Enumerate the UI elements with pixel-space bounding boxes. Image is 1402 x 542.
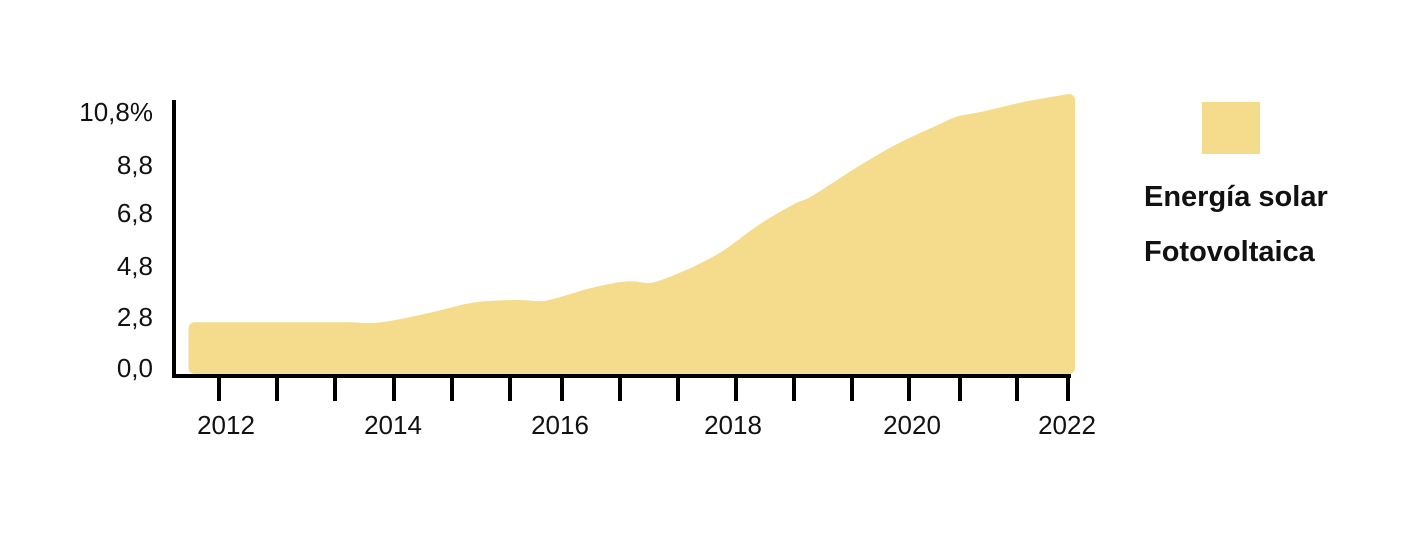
y-tick-label: 8,8 (117, 150, 153, 180)
y-tick-label: 4,8 (117, 251, 153, 281)
series-area (188, 94, 1075, 374)
area-layer (188, 94, 1075, 374)
y-tick-label: 2,8 (117, 302, 153, 332)
x-tick-label: 2020 (883, 410, 941, 440)
legend-swatch (1202, 102, 1260, 154)
x-tick-label: 2022 (1038, 410, 1096, 440)
legend-label: Energía solar Fotovoltaica (1144, 181, 1328, 268)
y-tick-label: 10,8% (79, 97, 153, 127)
x-tick-label: 2018 (704, 410, 762, 440)
x-tick-label: 2016 (531, 410, 589, 440)
x-tick-label: 2012 (197, 410, 255, 440)
y-tick-label: 0,0 (117, 353, 153, 383)
x-tick-label: 2014 (364, 410, 422, 440)
legend: Energía solar Fotovoltaica (1144, 102, 1402, 280)
x-tick-marks (217, 376, 1070, 401)
y-tick-label: 6,8 (117, 198, 153, 228)
